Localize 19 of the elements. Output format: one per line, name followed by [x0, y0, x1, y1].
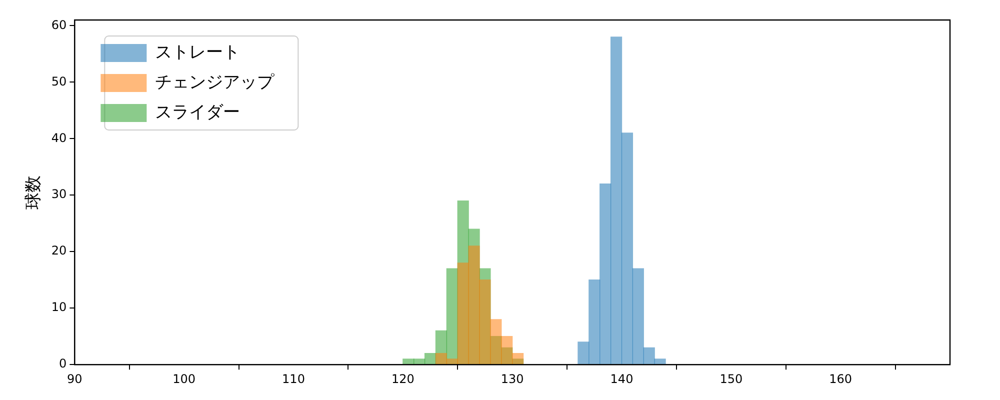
x-tick-label: 90 — [67, 372, 82, 386]
x-tick-label: 130 — [500, 372, 524, 386]
legend-label: スライダー — [155, 102, 240, 122]
y-tick-label: 20 — [51, 244, 67, 258]
y-tick-label: 60 — [51, 18, 67, 32]
y-axis-title: 球数 — [24, 175, 44, 210]
y-tick-label: 10 — [51, 300, 67, 314]
x-tick-label: 120 — [391, 372, 414, 386]
y-tick-label: 50 — [51, 74, 67, 88]
y-tick-label: 40 — [51, 130, 67, 145]
y-tick-label: 0 — [59, 356, 67, 371]
x-tick-label: 100 — [172, 372, 196, 386]
y-tick-label: 30 — [51, 187, 67, 202]
legend-label: ストレート — [155, 42, 240, 62]
x-tick-label: 160 — [829, 372, 852, 386]
x-tick-label: 150 — [720, 372, 743, 386]
x-tick-label: 110 — [282, 372, 305, 386]
legend-label: チェンジアップ — [155, 72, 276, 92]
x-tick-label: 140 — [610, 372, 634, 386]
